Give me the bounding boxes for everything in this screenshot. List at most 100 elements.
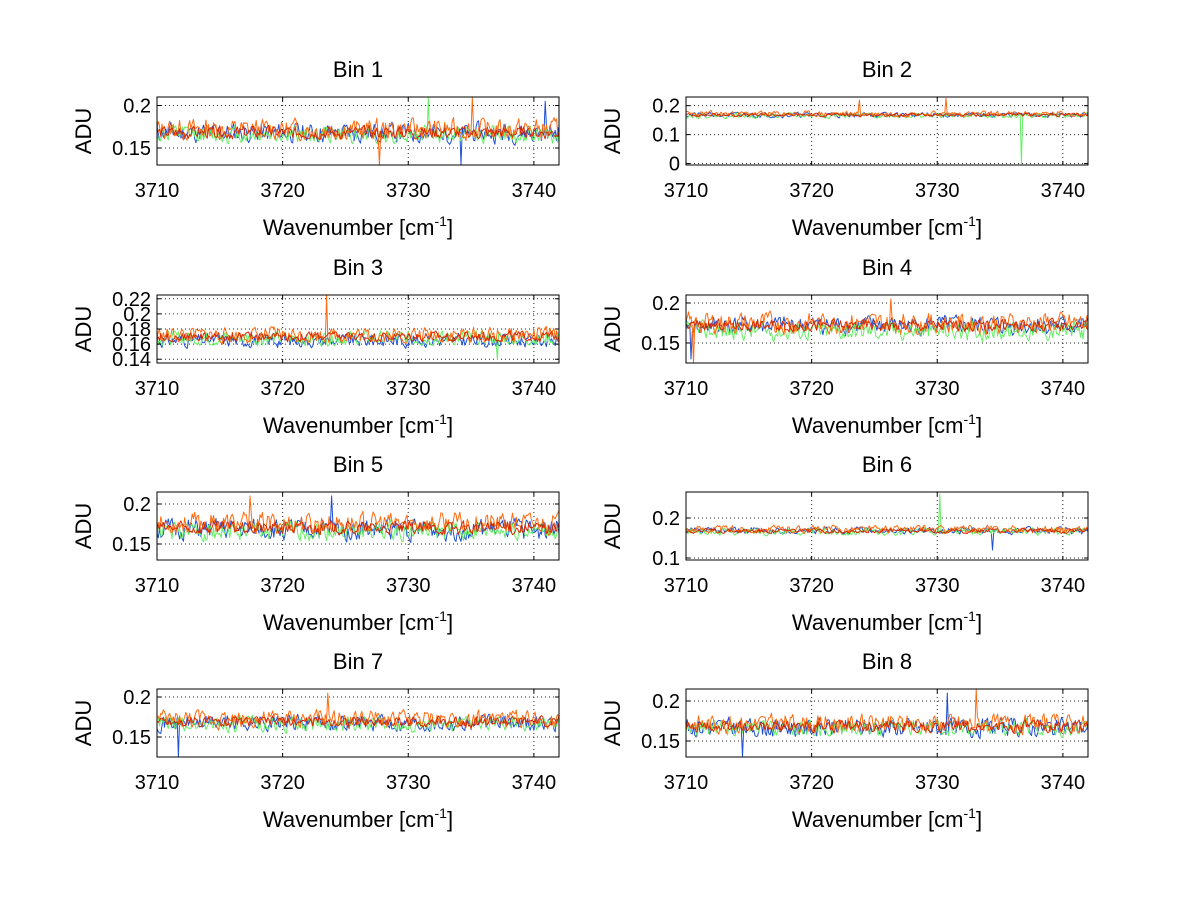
subplot-7: Bin 7 3710 3720 3730 3740 0.15 0.2 Wavenumber [… — [71, 649, 560, 832]
x-tick-label: 3730 — [915, 575, 960, 597]
x-tick-label: 3730 — [386, 180, 431, 202]
subplot-4: Bin 4 3710 3720 3730 3740 0.15 0.2 Wavenumber [… — [600, 255, 1089, 438]
y-tick-label: 0.22 — [112, 289, 151, 311]
subplot-8: Bin 8 3710 3720 3730 3740 0.15 0.2 Wavenumber [… — [600, 649, 1089, 832]
x-axis-label-superscript: -1 — [435, 608, 448, 624]
x-tick-label: 3720 — [789, 575, 834, 597]
series-line-orange — [686, 298, 1088, 363]
x-axis-label: Wavenumber [cm-1] — [792, 805, 982, 832]
x-axis-label-superscript: -1 — [435, 805, 448, 821]
subplot-title: Bin 1 — [333, 57, 383, 82]
series-line-red — [686, 112, 1088, 118]
y-tick-label: 0.2 — [652, 691, 680, 713]
y-axis-label: ADU — [600, 503, 625, 549]
x-tick-label: 3730 — [915, 378, 960, 400]
x-axis-label-suffix: ] — [447, 413, 453, 438]
y-axis-label: ADU — [600, 108, 625, 154]
series-line-red — [157, 124, 559, 140]
x-axis-label-suffix: ] — [976, 610, 982, 635]
series-line-orange — [686, 689, 1088, 736]
subplot-2: Bin 2 3710 3720 3730 3740 0 0.1 0.2 Wavenumber [… — [600, 57, 1089, 240]
x-tick-label: 3710 — [664, 575, 709, 597]
x-tick-label: 3730 — [386, 772, 431, 794]
x-tick-label: 3710 — [664, 180, 709, 202]
subplot-5: Bin 5 3710 3720 3730 3740 0.15 0.2 Wavenumber [… — [71, 452, 560, 635]
x-axis-label-superscript: -1 — [964, 608, 977, 624]
x-axis-label-superscript: -1 — [964, 213, 977, 229]
y-axis-label: ADU — [71, 108, 96, 154]
y-tick-label: 0.2 — [652, 508, 680, 530]
y-tick-label: 0.1 — [652, 548, 680, 570]
series-line-red — [686, 317, 1088, 333]
x-tick-label: 3740 — [512, 772, 557, 794]
x-axis-label-superscript: -1 — [964, 805, 977, 821]
series-line-green — [157, 329, 559, 360]
axes-box — [156, 688, 560, 758]
series-line-orange — [157, 295, 559, 345]
y-tick-label: 0.1 — [652, 125, 680, 147]
x-axis-label-main: Wavenumber [cm — [263, 807, 435, 832]
x-axis-label: Wavenumber [cm-1] — [792, 608, 982, 635]
x-axis-label: Wavenumber [cm-1] — [263, 213, 453, 240]
subplot-6: Bin 6 3710 3720 3730 3740 0.1 0.2 Wavenumber [c… — [600, 452, 1089, 635]
series-line-orange — [157, 495, 559, 536]
y-tick-label: 0.15 — [112, 534, 151, 556]
y-tick-label: 0.2 — [123, 494, 151, 516]
series-line-green — [686, 319, 1088, 343]
subplot-3: Bin 3 3710 3720 3730 3740 0.140.160.180.20.22… — [71, 255, 560, 438]
x-tick-label: 3720 — [260, 180, 305, 202]
y-tick-label: 0.14 — [112, 349, 151, 371]
y-axis-label: ADU — [71, 503, 96, 549]
y-tick-label: 0.16 — [112, 334, 151, 356]
y-axis-label: ADU — [71, 306, 96, 352]
subplot-title: Bin 4 — [862, 255, 912, 280]
x-axis-label: Wavenumber [cm-1] — [263, 411, 453, 438]
x-axis-label: Wavenumber [cm-1] — [792, 411, 982, 438]
x-axis-label-superscript: -1 — [435, 411, 448, 427]
y-axis-label: ADU — [600, 306, 625, 352]
y-tick-label: 0.15 — [112, 138, 151, 160]
x-tick-label: 3720 — [789, 378, 834, 400]
subplot-grid: Bin 1 3710 3720 3730 3740 0.15 0.2 Wavenumber [… — [71, 57, 1089, 832]
x-axis-label-superscript: -1 — [435, 213, 448, 229]
y-tick-label: 0.2 — [123, 687, 151, 709]
x-axis-label-main: Wavenumber [cm — [263, 610, 435, 635]
x-tick-label: 3720 — [260, 575, 305, 597]
y-tick-label: 0.18 — [112, 319, 151, 341]
x-axis-label: Wavenumber [cm-1] — [792, 213, 982, 240]
x-tick-label: 3730 — [915, 180, 960, 202]
x-tick-label: 3740 — [1041, 378, 1086, 400]
x-tick-label: 3720 — [789, 772, 834, 794]
x-tick-label: 3740 — [512, 378, 557, 400]
x-tick-label: 3740 — [1041, 772, 1086, 794]
subplot-title: Bin 2 — [862, 57, 912, 82]
x-tick-label: 3730 — [915, 772, 960, 794]
x-axis-label-suffix: ] — [976, 215, 982, 240]
subplot-title: Bin 7 — [333, 649, 383, 674]
axes-box — [685, 294, 1089, 364]
series-line-green — [686, 111, 1088, 165]
x-axis-label-main: Wavenumber [cm — [263, 413, 435, 438]
x-axis-label-superscript: -1 — [964, 411, 977, 427]
x-tick-label: 3710 — [135, 772, 180, 794]
y-axis-label: ADU — [600, 700, 625, 746]
x-axis-label-main: Wavenumber [cm — [792, 413, 964, 438]
x-axis-label-main: Wavenumber [cm — [792, 215, 964, 240]
axes-box — [685, 96, 1089, 166]
x-axis-label-suffix: ] — [447, 610, 453, 635]
x-tick-label: 3710 — [664, 378, 709, 400]
y-tick-label: 0.15 — [112, 727, 151, 749]
y-tick-label: 0.15 — [641, 333, 680, 355]
y-axis-label: ADU — [71, 700, 96, 746]
subplot-title: Bin 3 — [333, 255, 383, 280]
series-line-red — [157, 715, 559, 729]
series-line-red — [686, 719, 1088, 734]
y-tick-label: 0.2 — [123, 304, 151, 326]
x-tick-label: 3720 — [260, 378, 305, 400]
axes-box — [685, 688, 1089, 758]
x-tick-label: 3740 — [512, 575, 557, 597]
x-axis-label: Wavenumber [cm-1] — [263, 805, 453, 832]
x-tick-label: 3710 — [135, 180, 180, 202]
